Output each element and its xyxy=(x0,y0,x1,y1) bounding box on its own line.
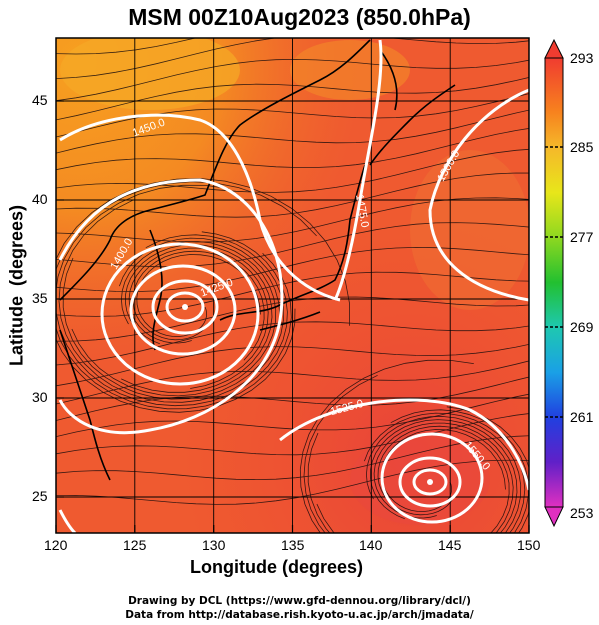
streamline xyxy=(56,271,529,317)
streamline xyxy=(132,250,265,361)
streamline xyxy=(316,416,522,533)
y-tick-label: 45 xyxy=(32,92,48,108)
streamline xyxy=(377,425,510,533)
x-tick-label: 125 xyxy=(123,537,147,553)
streamline xyxy=(58,199,284,403)
colorbar-label: 261 xyxy=(570,409,594,425)
streamline xyxy=(56,172,529,218)
x-tick-label: 150 xyxy=(517,537,541,553)
tick-marks xyxy=(55,100,530,533)
streamline xyxy=(136,254,261,338)
streamline xyxy=(56,184,288,407)
streamline xyxy=(56,109,529,154)
streamline xyxy=(56,360,529,405)
streamline xyxy=(56,435,529,481)
streamline xyxy=(56,296,529,342)
y-tick-label: 30 xyxy=(32,389,48,405)
streamline xyxy=(56,128,529,171)
streamline xyxy=(56,321,529,366)
x-tick-label: 130 xyxy=(202,537,226,553)
x-tick-label: 120 xyxy=(44,537,68,553)
height-contours xyxy=(58,39,529,533)
colorbar-label: 277 xyxy=(570,229,594,245)
y-tick-label: 40 xyxy=(32,191,48,207)
streamline xyxy=(56,148,529,193)
y-tick-label: 25 xyxy=(32,488,48,504)
streamline xyxy=(307,412,526,533)
streamline xyxy=(56,38,529,79)
streamline xyxy=(56,376,529,421)
credit-drawing: Drawing by DCL (https://www.gfd-dennou.o… xyxy=(128,595,471,607)
colorbar-label: 285 xyxy=(570,139,594,155)
colorbar-label: 293 xyxy=(570,50,594,66)
streamline xyxy=(56,38,197,55)
streamline xyxy=(121,244,273,393)
colorbar xyxy=(544,38,564,528)
x-tick-label: 140 xyxy=(359,537,383,553)
streamline xyxy=(56,93,529,138)
streamline xyxy=(303,374,529,533)
y-tick-label: 35 xyxy=(32,290,48,306)
x-tick-label: 145 xyxy=(438,537,462,553)
streamline xyxy=(56,343,529,387)
x-axis-title: Longitude (degrees) xyxy=(190,557,364,577)
colorbar-label: 269 xyxy=(570,319,594,335)
streamline xyxy=(373,422,514,533)
x-tick-label: 135 xyxy=(281,537,305,553)
graticule xyxy=(56,38,529,533)
temperature-field xyxy=(56,38,529,533)
y-axis-title: Latitude (degrees) xyxy=(6,204,27,367)
credit-data: Data from http://database.rish.kyoto-u.a… xyxy=(125,609,474,621)
streamline xyxy=(56,459,529,505)
colorbar-label: 253 xyxy=(570,505,594,521)
chart-title: MSM 00Z10Aug2023 (850.0hPa) xyxy=(128,4,471,30)
streamline xyxy=(128,247,269,389)
streamline xyxy=(56,181,317,410)
streamline xyxy=(71,241,277,397)
streamline xyxy=(56,222,529,268)
streamline xyxy=(56,58,529,102)
streamline xyxy=(56,413,529,456)
streamline xyxy=(56,197,529,243)
